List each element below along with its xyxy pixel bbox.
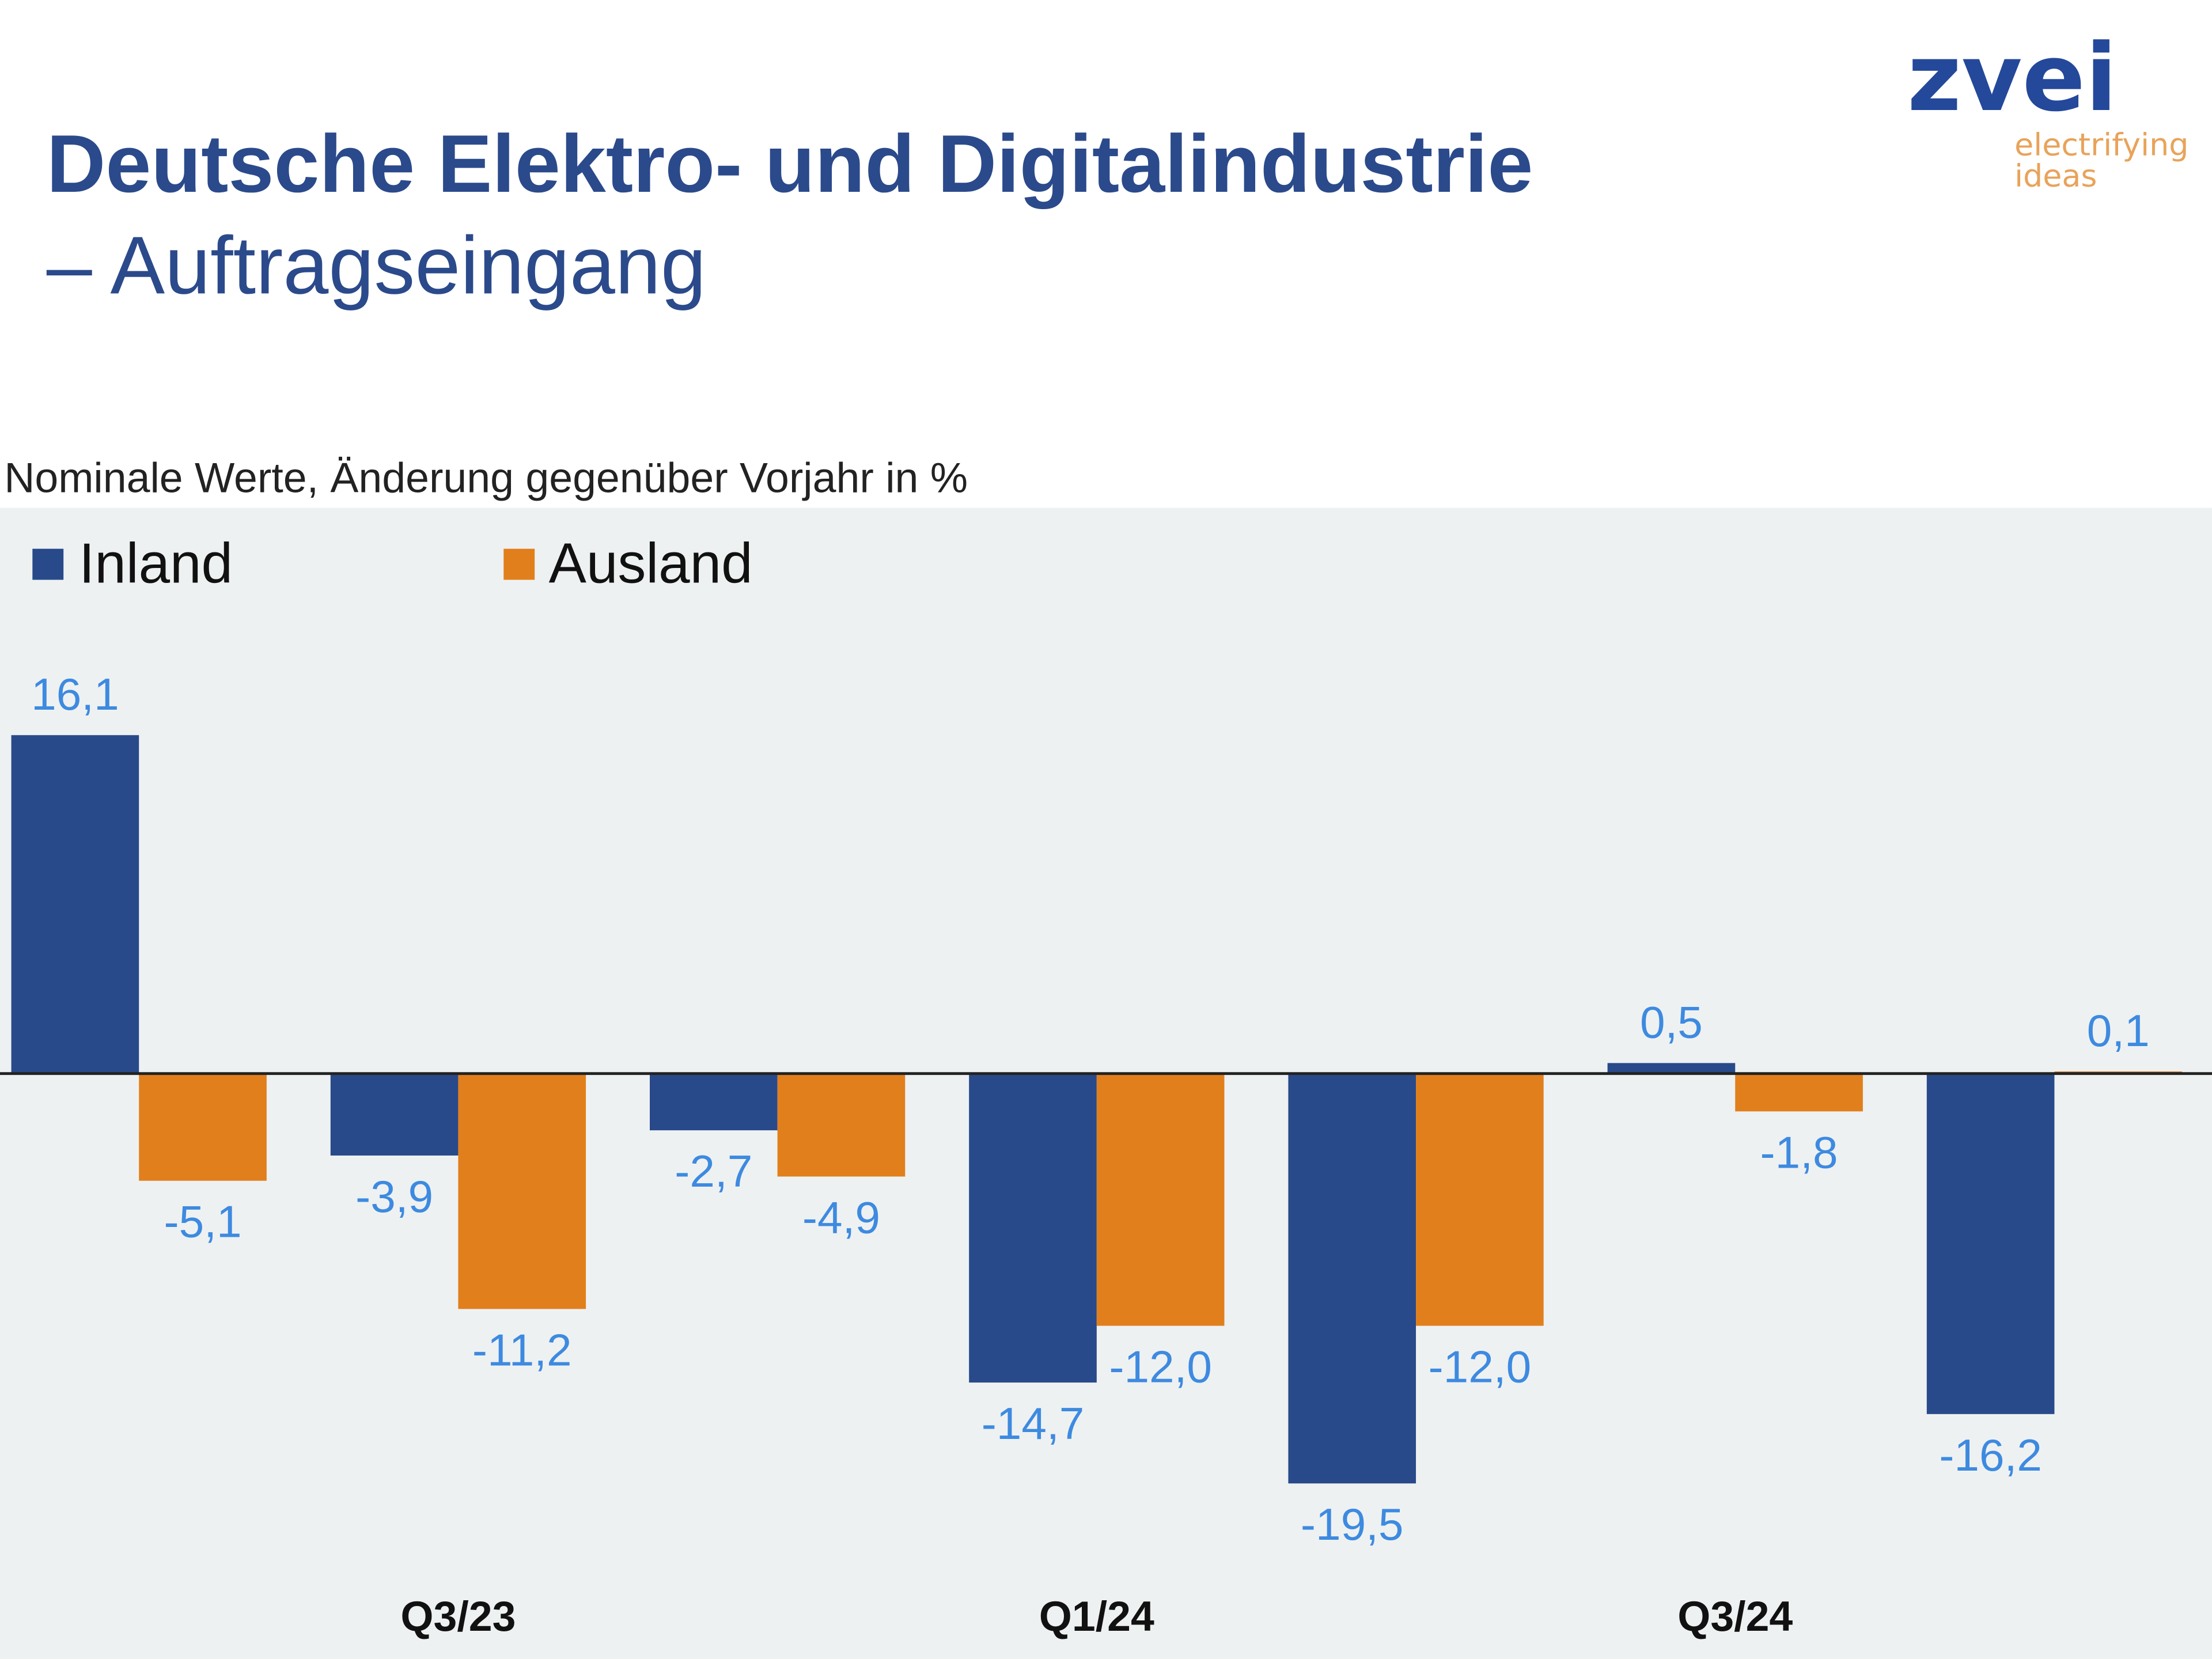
bar-ausland — [1096, 1073, 1225, 1326]
category-label: Q3/23 — [400, 1592, 516, 1640]
bar-inland — [11, 735, 139, 1074]
data-label-ausland: -11,2 — [472, 1324, 572, 1375]
legend: Inland Ausland — [32, 531, 753, 594]
logo-tagline-2: ideas — [2014, 157, 2097, 194]
bar-inland — [969, 1073, 1097, 1383]
data-label-inland: -16,2 — [1939, 1430, 2042, 1480]
logo-brand: zvei — [1907, 24, 2117, 132]
bar-ausland — [777, 1073, 906, 1177]
category-label: Q1/24 — [1039, 1592, 1154, 1640]
data-label-inland: -14,7 — [982, 1398, 1085, 1449]
data-label-ausland: -12,0 — [1429, 1342, 1532, 1392]
page-title: Deutsche Elektro- und Digitalindustrie — [47, 118, 1533, 210]
bar-ausland — [1735, 1073, 1863, 1112]
legend-swatch-ausland — [503, 548, 535, 580]
bar-inland — [1926, 1073, 2055, 1414]
bar-ausland — [458, 1073, 586, 1309]
data-label-inland: -2,7 — [675, 1146, 752, 1196]
data-label-ausland: -1,8 — [1760, 1127, 1838, 1177]
bar-inland — [330, 1073, 459, 1156]
chart-note: Nominale Werte, Änderung gegenüber Vorja… — [4, 454, 968, 502]
page-subtitle: – Auftragseingang — [47, 219, 706, 311]
data-label-ausland: -5,1 — [164, 1196, 242, 1247]
data-label-inland: 0,5 — [1640, 997, 1703, 1047]
data-label-ausland: 0,1 — [2087, 1005, 2150, 1056]
bars — [11, 735, 2183, 1484]
logo-tagline-1: electrifying — [2014, 126, 2188, 162]
data-label-inland: -3,9 — [355, 1171, 433, 1222]
bar-inland — [650, 1073, 778, 1131]
legend-label-inland: Inland — [79, 531, 233, 594]
bar-inland — [1607, 1063, 1736, 1074]
bar-ausland — [1416, 1073, 1544, 1326]
legend-swatch-inland — [32, 548, 64, 580]
bar-inland — [1288, 1073, 1416, 1484]
data-label-ausland: -12,0 — [1109, 1342, 1212, 1392]
data-label-inland: 16,1 — [31, 669, 119, 719]
category-label: Q3/24 — [1677, 1592, 1793, 1640]
data-label-inland: -19,5 — [1301, 1499, 1404, 1550]
legend-label-ausland: Ausland — [549, 531, 753, 594]
bar-ausland — [139, 1073, 267, 1181]
data-labels: 16,1 -5,1 -3,9 -11,2 -2,7 -4,9 -14,7 -12,0 -19,5… — [31, 669, 2150, 1550]
zvei-logo: zvei electrifying ideas — [1907, 24, 2188, 194]
data-label-ausland: -4,9 — [802, 1192, 880, 1243]
category-labels: Q3/23 Q1/24 Q3/24 — [400, 1592, 1793, 1640]
